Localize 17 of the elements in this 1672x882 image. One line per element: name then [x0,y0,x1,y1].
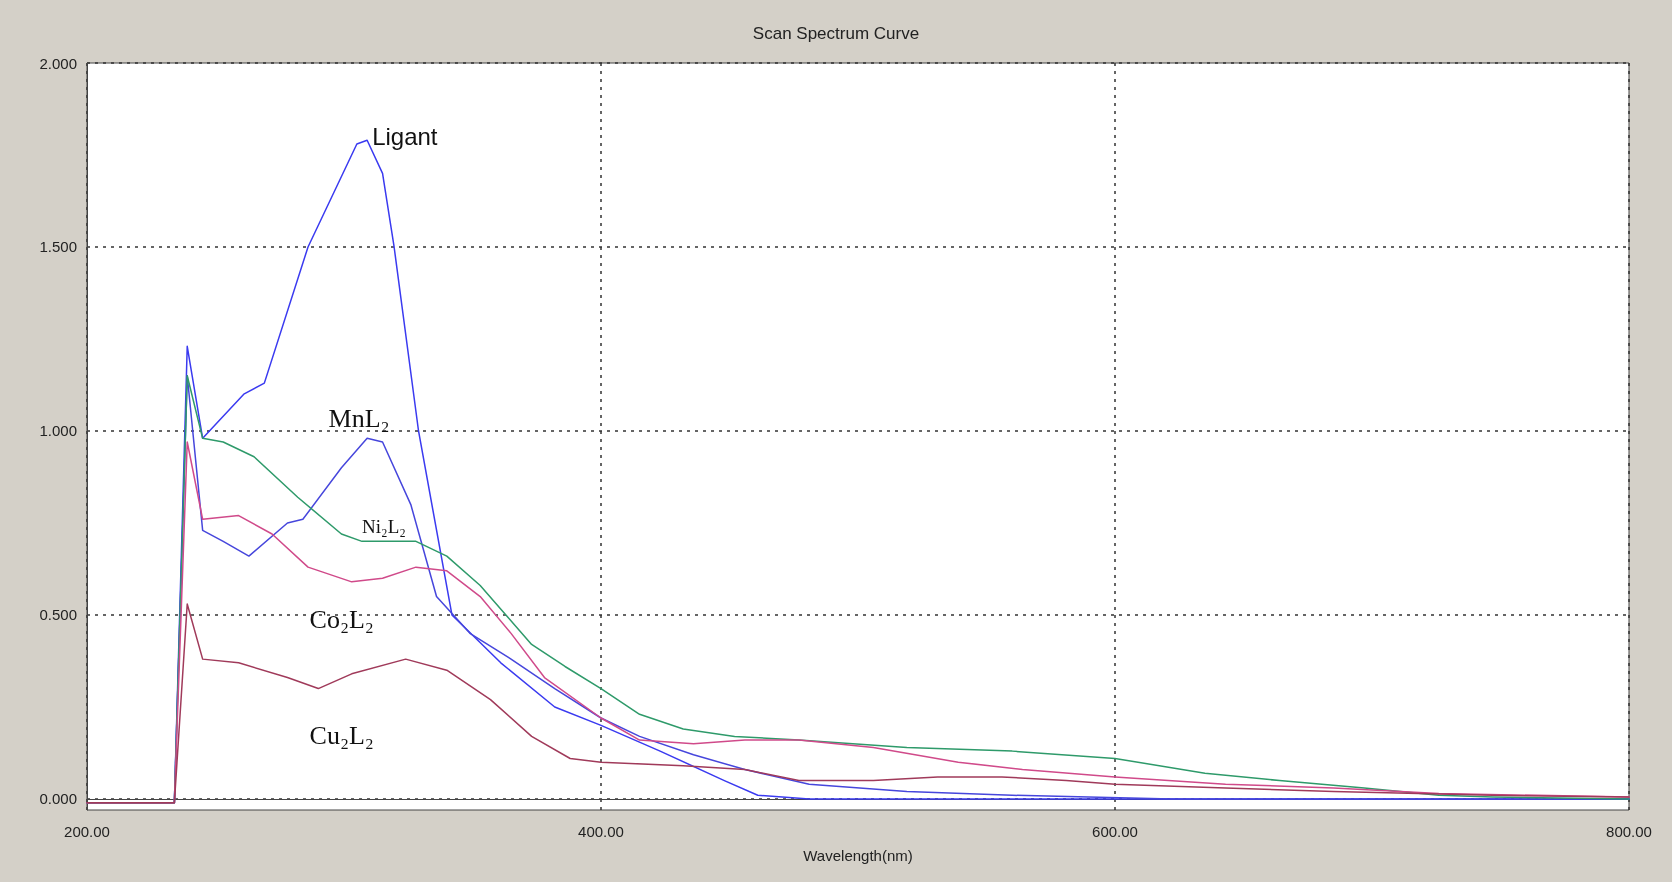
series-label: Cu₂L₂ [309,721,374,751]
y-tick-label: 0.500 [39,606,77,624]
x-tick-label: 400.00 [578,823,624,840]
series-label: Co₂L₂ [309,605,374,635]
line-series [86,603,1630,804]
y-tick-label: 0.000 [39,790,77,808]
x-tick-label: 200.00 [64,823,110,840]
y-tick-label: 1.500 [39,238,77,256]
y-tick-label: 1.000 [39,422,77,440]
x-axis-title: Wavelength(nm) [803,847,913,864]
series-label: Ligant [372,122,438,150]
series-label: Ni₂L₂ [362,516,406,538]
y-tick-label: 2.000 [39,54,77,72]
series-label: MnL₂ [328,403,390,433]
chart-title: Scan Spectrum Curve [752,24,920,43]
x-tick-label: 800.00 [1606,823,1652,840]
x-tick-label: 600.00 [1092,823,1138,840]
